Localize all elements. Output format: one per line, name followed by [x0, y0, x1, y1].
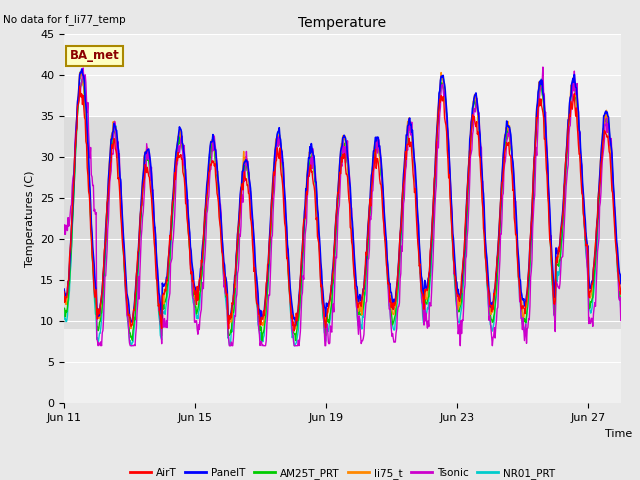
AirT [76, 83, 84, 89]
NR01_PRT [487, 323, 495, 329]
Tsonic [486, 317, 494, 323]
AirT [617, 291, 625, 297]
AirT [291, 328, 298, 334]
Line: li75_t: li75_t [64, 72, 621, 331]
NR01_PRT [617, 307, 625, 313]
Y-axis label: Temperatures (C): Temperatures (C) [24, 170, 35, 267]
Tsonic [539, 64, 547, 70]
Tsonic [173, 161, 181, 167]
NR01_PRT [350, 260, 358, 266]
li75_t [124, 309, 132, 315]
NR01_PRT [397, 238, 404, 243]
li75_t [289, 328, 297, 334]
li75_t [136, 215, 143, 221]
Tsonic [396, 276, 404, 282]
Line: AM25T_PRT: AM25T_PRT [64, 79, 621, 341]
AirT [60, 289, 68, 295]
Text: No data for f_li77_temp: No data for f_li77_temp [3, 14, 126, 25]
Tsonic [617, 318, 625, 324]
Line: AirT: AirT [64, 86, 621, 331]
AM25T_PRT [79, 76, 86, 82]
AM25T_PRT [136, 233, 143, 239]
NR01_PRT [60, 309, 68, 315]
PanelT [124, 297, 132, 303]
Line: PanelT: PanelT [64, 69, 621, 326]
AM25T_PRT [617, 296, 625, 301]
Text: BA_met: BA_met [70, 49, 119, 62]
AM25T_PRT [350, 257, 358, 263]
Tsonic [124, 320, 132, 325]
AirT [487, 303, 495, 309]
PanelT [136, 221, 143, 227]
Title: Temperature: Temperature [298, 16, 387, 30]
li75_t [79, 69, 86, 75]
li75_t [173, 141, 181, 147]
AirT [173, 158, 181, 164]
Bar [64, 116, 621, 329]
AirT [136, 224, 143, 230]
AM25T_PRT [397, 232, 404, 238]
Line: Tsonic: Tsonic [64, 67, 621, 346]
PanelT [173, 140, 181, 146]
AM25T_PRT [487, 316, 495, 322]
NR01_PRT [137, 219, 145, 225]
PanelT [78, 66, 86, 72]
PanelT [60, 286, 68, 292]
AM25T_PRT [173, 150, 181, 156]
PanelT [397, 224, 404, 229]
PanelT [292, 323, 300, 329]
NR01_PRT [128, 343, 136, 348]
AM25T_PRT [124, 316, 132, 322]
PanelT [487, 304, 495, 310]
li75_t [617, 291, 625, 297]
PanelT [617, 281, 625, 287]
Tsonic [349, 230, 357, 236]
AM25T_PRT [259, 338, 266, 344]
li75_t [60, 300, 68, 305]
Line: NR01_PRT: NR01_PRT [64, 72, 621, 346]
li75_t [487, 312, 495, 317]
AM25T_PRT [60, 305, 68, 311]
Tsonic [136, 271, 143, 277]
AirT [124, 312, 132, 318]
li75_t [397, 218, 404, 224]
X-axis label: Time: Time [605, 429, 632, 439]
PanelT [350, 241, 358, 247]
Tsonic [60, 231, 68, 237]
NR01_PRT [124, 323, 132, 328]
AirT [397, 226, 404, 231]
NR01_PRT [174, 140, 182, 146]
Tsonic [94, 343, 102, 348]
Legend: AirT, PanelT, AM25T_PRT, li75_t, Tsonic, NR01_PRT: AirT, PanelT, AM25T_PRT, li75_t, Tsonic,… [125, 464, 559, 480]
NR01_PRT [77, 69, 84, 74]
li75_t [350, 259, 358, 264]
AirT [350, 267, 358, 273]
